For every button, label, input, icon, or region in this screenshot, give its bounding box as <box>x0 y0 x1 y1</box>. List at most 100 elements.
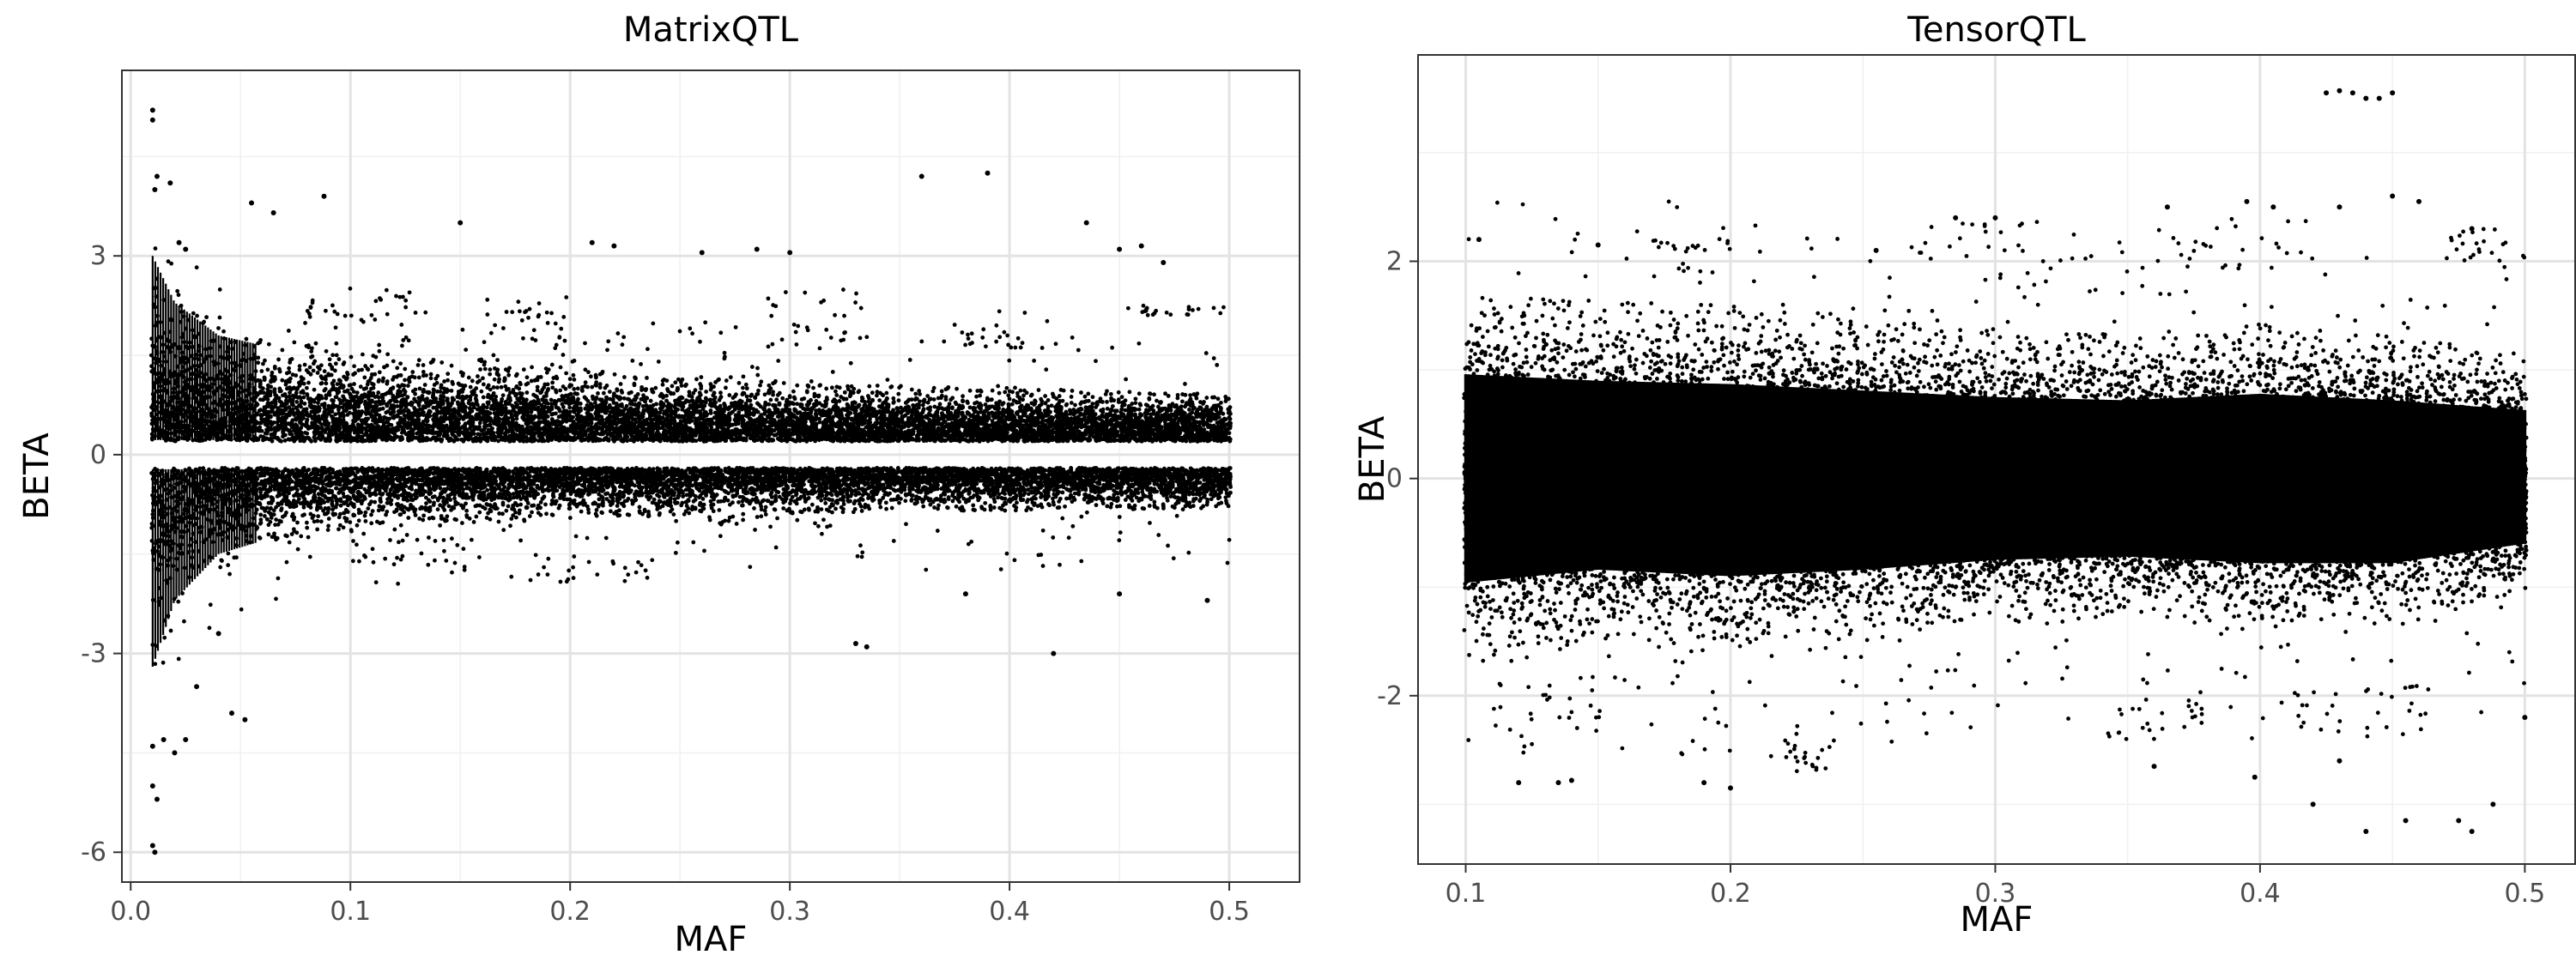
data-point <box>439 438 444 444</box>
data-point <box>355 523 360 528</box>
data-point <box>385 363 390 368</box>
data-point <box>412 510 417 514</box>
data-point <box>259 369 264 373</box>
data-point <box>258 340 263 345</box>
data-point <box>434 380 439 385</box>
data-point <box>395 366 400 371</box>
data-point <box>330 409 335 414</box>
data-point <box>282 477 288 482</box>
data-point <box>373 372 378 377</box>
data-point <box>287 540 292 545</box>
data-point <box>305 468 309 474</box>
data-point <box>311 368 316 373</box>
data-point <box>268 393 273 398</box>
data-point <box>301 390 306 396</box>
data-point <box>191 311 196 316</box>
data-point <box>268 519 273 524</box>
data-point <box>365 366 370 372</box>
data-point <box>316 468 320 473</box>
data-point <box>261 361 265 366</box>
data-point <box>258 502 263 507</box>
data-point <box>402 510 407 515</box>
data-point <box>336 527 341 532</box>
data-point <box>312 494 318 499</box>
data-point <box>359 399 364 404</box>
data-point <box>329 372 334 378</box>
data-point <box>385 379 390 384</box>
data-point <box>264 427 270 432</box>
data-point <box>278 389 283 394</box>
data-point <box>456 381 461 386</box>
data-point <box>304 500 309 505</box>
data-point <box>369 364 374 369</box>
data-point <box>272 365 277 369</box>
data-point <box>266 342 271 347</box>
data-point <box>291 517 296 523</box>
data-point <box>287 366 292 371</box>
data-point <box>330 468 335 472</box>
data-point <box>299 399 304 404</box>
data-point <box>344 517 349 522</box>
data-point <box>270 438 275 444</box>
data-point <box>282 421 288 426</box>
data-point <box>301 475 306 481</box>
data-point <box>279 403 284 408</box>
data-point <box>294 400 300 404</box>
data-point <box>279 487 283 493</box>
data-point <box>452 397 457 402</box>
data-point <box>445 397 450 402</box>
data-point <box>279 506 284 511</box>
data-point <box>445 518 449 523</box>
data-point <box>423 489 427 494</box>
data-point <box>294 504 299 509</box>
data-point <box>313 341 318 346</box>
data-point <box>308 372 313 377</box>
data-point <box>425 396 429 402</box>
data-point <box>370 509 375 513</box>
data-point <box>282 392 288 396</box>
data-point <box>316 401 320 406</box>
data-point <box>442 508 447 512</box>
data-point <box>291 527 296 532</box>
data-point <box>373 438 377 443</box>
data-point <box>376 379 381 384</box>
data-point <box>297 395 302 400</box>
data-point <box>258 425 263 430</box>
data-point <box>348 520 353 525</box>
data-point <box>301 381 306 386</box>
data-point <box>373 395 378 399</box>
data-point <box>345 372 350 377</box>
data-point <box>301 505 306 510</box>
data-point <box>380 520 385 525</box>
data-point <box>287 475 292 480</box>
data-point <box>256 355 261 360</box>
data-point <box>455 501 460 506</box>
data-point <box>287 491 291 496</box>
data-point <box>341 398 346 403</box>
data-point <box>336 404 341 409</box>
data-point <box>445 499 449 505</box>
data-point <box>362 375 367 380</box>
data-point <box>395 489 400 494</box>
data-point <box>456 402 461 407</box>
data-point <box>424 501 428 505</box>
data-point <box>359 411 364 415</box>
data-point <box>428 376 433 381</box>
data-point <box>427 499 433 504</box>
data-point <box>421 389 426 393</box>
data-point <box>295 520 300 525</box>
data-point <box>378 498 383 503</box>
data-point <box>351 390 356 394</box>
data-point <box>371 382 376 387</box>
data-point <box>406 384 410 388</box>
data-point <box>364 430 369 435</box>
data-point <box>289 479 294 484</box>
data-point <box>402 413 407 418</box>
data-point <box>402 408 406 413</box>
data-point <box>272 531 276 536</box>
data-point <box>366 435 371 440</box>
data-point <box>257 408 262 414</box>
data-point <box>373 499 378 505</box>
data-point <box>283 382 288 387</box>
data-point <box>385 403 390 408</box>
